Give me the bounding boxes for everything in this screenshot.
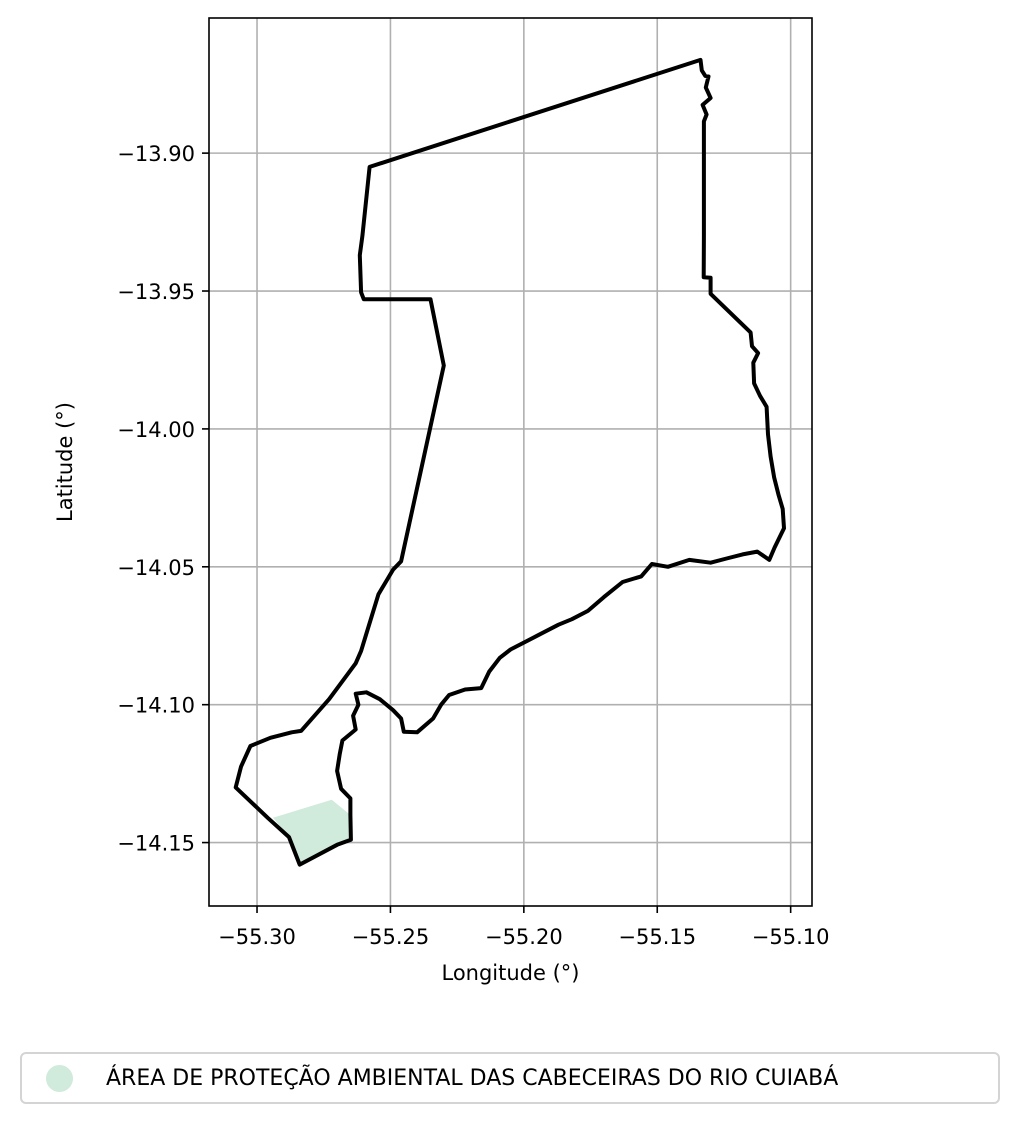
x-tick-label: −55.15: [618, 925, 696, 949]
protected-area-fill: [273, 799, 351, 865]
y-tick-label: −13.95: [117, 280, 195, 304]
x-tick-label: −55.10: [752, 925, 830, 949]
plot-frame: [208, 17, 813, 907]
x-tick-label: −55.30: [218, 925, 296, 949]
y-tick-label: −14.15: [117, 832, 195, 856]
boundary-layer: [233, 57, 786, 867]
y-tick-label: −14.00: [117, 418, 195, 442]
axis-ticks: −55.30 −55.25 −55.20 −55.15 −55.10 −13.90 −13.…: [117, 142, 829, 949]
y-tick-label: −14.10: [117, 694, 195, 718]
filled-area-layer: [273, 799, 351, 865]
x-axis-label: Longitude (°): [441, 961, 579, 985]
y-axis-label: Latitude (°): [53, 402, 77, 522]
x-tick-label: −55.25: [352, 925, 430, 949]
x-tick-label: −55.20: [485, 925, 563, 949]
y-tick-label: −13.90: [117, 142, 195, 166]
legend-label: ÁREA DE PROTEÇÃO AMBIENTAL DAS CABECEIRA…: [106, 1065, 839, 1091]
y-tick-label: −14.05: [117, 556, 195, 580]
protected-area-boundary: [233, 57, 786, 867]
legend: ÁREA DE PROTEÇÃO AMBIENTAL DAS CABECEIRA…: [20, 1052, 1000, 1104]
grid-lines: [209, 18, 812, 906]
legend-marker: [46, 1064, 73, 1092]
